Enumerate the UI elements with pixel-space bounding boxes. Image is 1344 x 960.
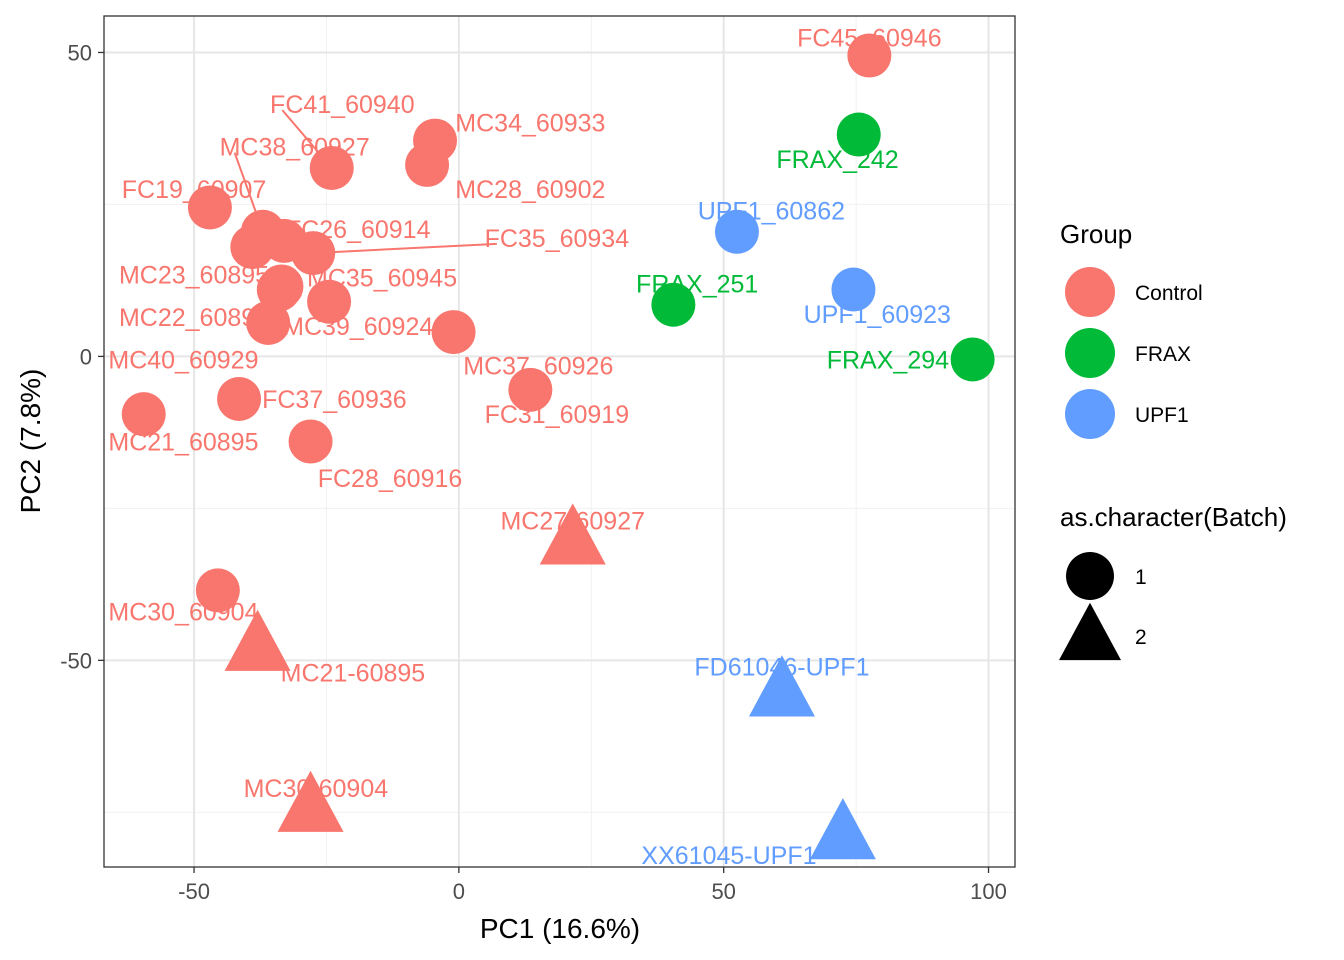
data-point-circle — [246, 300, 291, 345]
legend-key-batch-1 — [1066, 552, 1114, 600]
point-label: MC27-60927 — [500, 508, 645, 536]
point-label: MC23_60895 — [119, 261, 269, 289]
point-label: MC39_60924 — [283, 313, 433, 341]
legend-key-frax — [1065, 328, 1115, 378]
x-tick-label: 100 — [970, 879, 1007, 904]
legend-label-frax: FRAX — [1135, 343, 1191, 366]
data-point-circle — [195, 568, 240, 613]
y-axis-title: PC2 (7.8%) — [15, 369, 46, 514]
legend-label-batch-2: 2 — [1135, 626, 1147, 649]
point-label: FC19_60907 — [122, 176, 267, 204]
point-label: FC37_60936 — [262, 386, 407, 414]
label-leader-line — [313, 242, 497, 255]
data-point-circle — [950, 337, 995, 382]
batch-legend: as.character(Batch) 1 2 — [1059, 502, 1287, 661]
data-point-circle — [836, 112, 881, 157]
point-label: FC45_60946 — [797, 24, 942, 52]
point-label: MC21-60895 — [281, 659, 426, 687]
legend-label-batch-1: 1 — [1135, 566, 1147, 589]
point-label: FC28_60916 — [318, 465, 463, 493]
label-leader-line — [281, 109, 333, 169]
legend-key-control — [1065, 267, 1115, 317]
data-point-triangle — [277, 770, 344, 832]
data-point-circle — [651, 282, 696, 327]
y-tick-label: 0 — [80, 344, 92, 369]
point-label: UPF1_60862 — [698, 198, 845, 226]
data-point-circle — [431, 310, 476, 355]
label-leader-line — [233, 152, 264, 233]
data-point-circle — [121, 392, 166, 437]
legend-label-upf1: UPF1 — [1135, 404, 1189, 427]
point-label: MC21_60895 — [108, 429, 258, 457]
data-point-circle — [259, 264, 304, 309]
data-point-circle — [831, 267, 876, 312]
y-axis-ticks: -50 0 50 — [60, 40, 104, 673]
data-point-triangle — [748, 655, 815, 717]
point-label: FD61046-UPF1 — [694, 653, 869, 681]
point-label: MC40_60929 — [108, 346, 258, 374]
point-label: MC28_60902 — [455, 176, 605, 204]
data-point-triangle — [224, 609, 291, 671]
x-axis-title: PC1 (16.6%) — [480, 913, 640, 944]
data-point-circle — [847, 33, 892, 78]
legend-label-control: Control — [1135, 282, 1203, 305]
point-label: MC37_60926 — [463, 353, 613, 381]
point-label: FC31_60919 — [485, 401, 630, 429]
point-label: MC35_60945 — [307, 264, 457, 292]
point-label: UPF1_60923 — [804, 301, 951, 329]
group-legend-title: Group — [1060, 219, 1132, 249]
point-label: MC30-60904 — [244, 775, 389, 803]
legend-key-upf1 — [1065, 389, 1115, 439]
point-label: FC41_60940 — [270, 91, 415, 119]
data-point-circle — [217, 376, 262, 421]
x-tick-label: 50 — [711, 879, 735, 904]
point-label: FRAX_294 — [827, 346, 949, 374]
batch-legend-title: as.character(Batch) — [1060, 502, 1287, 532]
x-tick-label: 0 — [453, 879, 465, 904]
point-label: FC35_60934 — [485, 225, 630, 253]
y-tick-label: -50 — [60, 648, 92, 673]
data-point-circle — [288, 419, 333, 464]
data-point-circle — [714, 209, 759, 254]
x-tick-label: -50 — [178, 879, 210, 904]
data-point-circle — [405, 142, 450, 187]
data-point-circle — [187, 185, 232, 230]
point-label: FRAX_251 — [636, 270, 758, 298]
point-label: MC34_60933 — [455, 109, 605, 137]
data-point-circle — [230, 224, 275, 269]
point-label: MC30_60904 — [108, 599, 258, 627]
point-label: XX61045-UPF1 — [641, 842, 816, 870]
point-label: MC38_60927 — [220, 134, 370, 162]
data-point-circle — [508, 367, 553, 412]
data-point-circle — [307, 279, 352, 324]
legend-key-batch-2 — [1059, 602, 1121, 661]
data-point-triangle — [539, 503, 606, 565]
panel-border — [103, 15, 1016, 868]
group-legend: Group Control FRAX UPF1 — [1060, 219, 1203, 439]
y-tick-label: 50 — [68, 40, 92, 65]
point-label: MC22_60896 — [119, 304, 269, 332]
point-label: FC26_60914 — [286, 216, 431, 244]
point-labels: FC45_60946 MC34_60933 MC28_60902 FC41_60940… — [108, 24, 951, 870]
data-point-triangle — [809, 798, 876, 860]
data-points — [121, 33, 995, 860]
point-label: FRAX_242 — [776, 146, 898, 174]
x-axis-ticks: -50 0 50 100 — [178, 867, 1007, 904]
label-leader-lines — [233, 109, 497, 255]
